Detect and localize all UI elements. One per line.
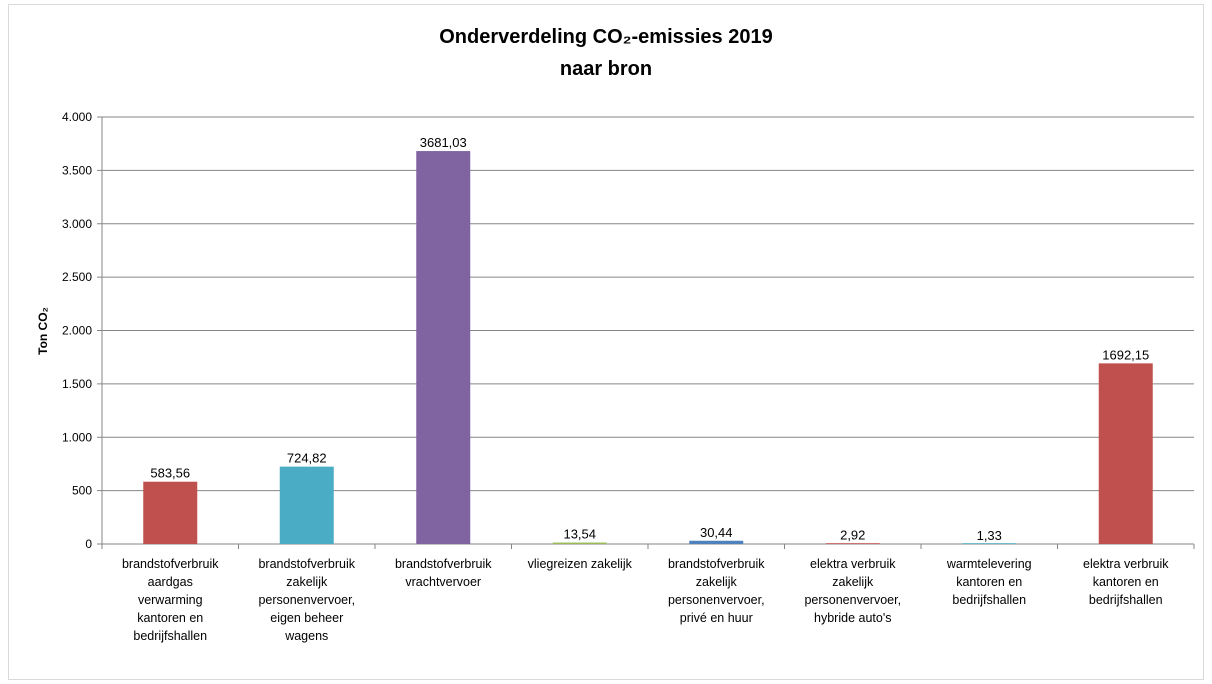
y-tick-label: 1.500 — [62, 377, 92, 391]
y-axis-label: Ton CO₂ — [36, 307, 50, 355]
data-label: 30,44 — [700, 525, 733, 540]
data-label: 2,92 — [840, 528, 865, 543]
bar — [825, 543, 880, 544]
category-label: bedrijfshallen — [1089, 593, 1163, 607]
category-label: verwarming — [138, 593, 203, 607]
bar — [552, 542, 607, 544]
y-tick-label: 3.500 — [62, 163, 92, 177]
data-label: 724,82 — [287, 451, 327, 466]
bar — [416, 151, 471, 544]
y-tick-label: 1.000 — [62, 430, 92, 444]
chart-title-line2: naar bron — [559, 58, 653, 80]
data-label: 583,56 — [150, 466, 190, 481]
data-label: 1,33 — [977, 528, 1002, 543]
bar — [689, 540, 744, 544]
bar — [279, 466, 334, 544]
category-label: warmtelevering — [946, 557, 1032, 571]
category-label: kantoren en — [137, 611, 203, 625]
category-label: personenvervoer, — [668, 593, 765, 607]
gridlines — [97, 116, 1194, 545]
category-label: aardgas — [148, 575, 193, 589]
y-tick-label: 0 — [85, 537, 92, 551]
category-label: personenvervoer, — [804, 593, 901, 607]
category-label: bedrijfshallen — [133, 629, 207, 643]
category-label: elektra verbruik — [1083, 557, 1169, 571]
category-labels: brandstofverbruik aardgas verwarming kantor… — [122, 557, 1169, 643]
category-label: kantoren en — [956, 575, 1022, 589]
category-label: vrachtvervoer — [405, 575, 481, 589]
category-label: brandstofverbruik — [395, 557, 492, 571]
chart-title-line1: Onderverdeling CO₂-emissies 2019 — [439, 26, 773, 48]
data-label: 13,54 — [563, 527, 596, 542]
category-label: vliegreizen zakelijk — [528, 557, 633, 571]
category-label: zakelijk — [832, 575, 874, 589]
bar — [962, 543, 1017, 544]
category-label: kantoren en — [1093, 575, 1159, 589]
category-label: hybride auto's — [814, 611, 891, 625]
axes — [101, 117, 1195, 549]
category-label: zakelijk — [696, 575, 738, 589]
y-tick-label: 2.000 — [62, 324, 92, 338]
y-tick-label: 2.500 — [62, 270, 92, 284]
data-label: 3681,03 — [420, 135, 467, 150]
category-label: brandstofverbruik — [258, 557, 355, 571]
category-label: privé en huur — [680, 611, 753, 625]
y-tick-label: 4.000 — [62, 110, 92, 124]
category-label: bedrijfshallen — [952, 593, 1026, 607]
y-tick-label: 500 — [72, 484, 92, 498]
category-label: brandstofverbruik — [668, 557, 765, 571]
bar — [1098, 363, 1153, 544]
data-label: 1692,15 — [1102, 347, 1149, 362]
category-label: zakelijk — [286, 575, 328, 589]
category-label: brandstofverbruik — [122, 557, 219, 571]
bars — [143, 151, 1153, 544]
chart-frame — [8, 4, 1204, 680]
category-label: wagens — [284, 629, 328, 643]
category-label: eigen beheer — [270, 611, 343, 625]
data-labels: 583,56 724,82 3681,03 13,54 30,44 2,92 1,33 169… — [150, 135, 1149, 543]
bar — [143, 481, 198, 544]
y-tick-label: 3.000 — [62, 217, 92, 231]
category-label: personenvervoer, — [258, 593, 355, 607]
category-label: elektra verbruik — [810, 557, 896, 571]
y-tick-labels: 0 500 1.000 1.500 2.000 2.500 3.000 3.500 4.000 — [62, 110, 92, 551]
